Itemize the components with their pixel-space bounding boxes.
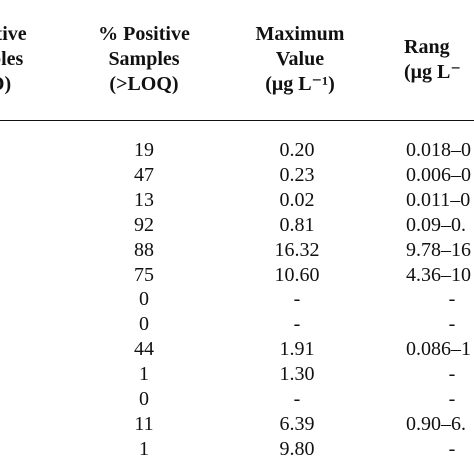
header-cell-range: Rang (μg L⁻ (404, 35, 474, 85)
header-line: Maximum (255, 23, 345, 45)
cell-range: 9.78–16 (406, 238, 471, 261)
header-line: itive (0, 23, 27, 45)
cell-range: - (448, 288, 456, 311)
cell-range: 0.006–0 (406, 163, 471, 186)
header-line: ples (0, 48, 24, 70)
cell-maximum: 0.02 (279, 188, 315, 211)
header-cell-positive-samples-loq: % Positive Samples (>LOQ) (84, 22, 204, 97)
cell-positive-pct: 88 (134, 238, 154, 261)
cell-maximum: 1.91 (279, 338, 315, 361)
cell-maximum: 0.20 (279, 139, 315, 161)
cell-range: - (448, 388, 456, 410)
cell-range: - (448, 313, 456, 336)
cell-positive-pct: 47 (134, 163, 154, 186)
cell-maximum: 6.39 (279, 412, 315, 435)
cell-range: - (448, 363, 456, 386)
header-line: Samples (108, 48, 180, 70)
cell-positive-pct: 0 (139, 313, 149, 336)
cell-range: 4.36–10 (406, 263, 471, 286)
cell-maximum: - (293, 288, 301, 311)
header-cell-maximum-value: Maximum Value (μg L⁻¹) (236, 22, 364, 97)
cell-maximum: - (293, 313, 301, 336)
cell-maximum: 0.81 (279, 213, 315, 236)
cell-positive-pct: 1 (139, 363, 149, 386)
cell-range: - (448, 437, 456, 460)
cell-maximum: 0.23 (279, 163, 315, 186)
header-rule (0, 120, 474, 121)
cell-range: 0.09–0. (406, 213, 466, 236)
cell-positive-pct: 92 (134, 213, 154, 236)
cell-positive-pct: 0 (139, 388, 149, 410)
cell-maximum: 9.80 (279, 437, 315, 460)
cell-range: 0.011–0 (406, 188, 471, 211)
header-line: Rang (404, 36, 450, 58)
cell-maximum: 1.30 (279, 363, 315, 386)
header-cell-positive-samples-lod: itive ples D) (0, 22, 48, 97)
cell-positive-pct: 0 (139, 288, 149, 311)
cell-range: 0.018–0 (406, 139, 471, 161)
cell-positive-pct: 19 (134, 139, 154, 161)
cell-range: 0.90–6. (406, 412, 466, 435)
header-line: (μg L⁻¹) (265, 73, 335, 95)
cell-maximum: 10.60 (274, 263, 320, 286)
header-line: % Positive (98, 23, 190, 45)
cell-positive-pct: 44 (134, 338, 154, 361)
cell-maximum: - (293, 388, 301, 410)
cell-positive-pct: 75 (134, 263, 154, 286)
cell-maximum: 16.32 (274, 238, 320, 261)
cell-positive-pct: 1 (139, 437, 149, 460)
cell-positive-pct: 13 (134, 188, 154, 211)
header-line: Value (275, 48, 325, 70)
header-line: (>LOQ) (109, 73, 179, 95)
header-line: (μg L⁻ (404, 61, 461, 83)
cell-positive-pct: 11 (134, 412, 154, 435)
header-line: D) (0, 73, 12, 95)
cell-range: 0.086–1 (406, 338, 471, 361)
